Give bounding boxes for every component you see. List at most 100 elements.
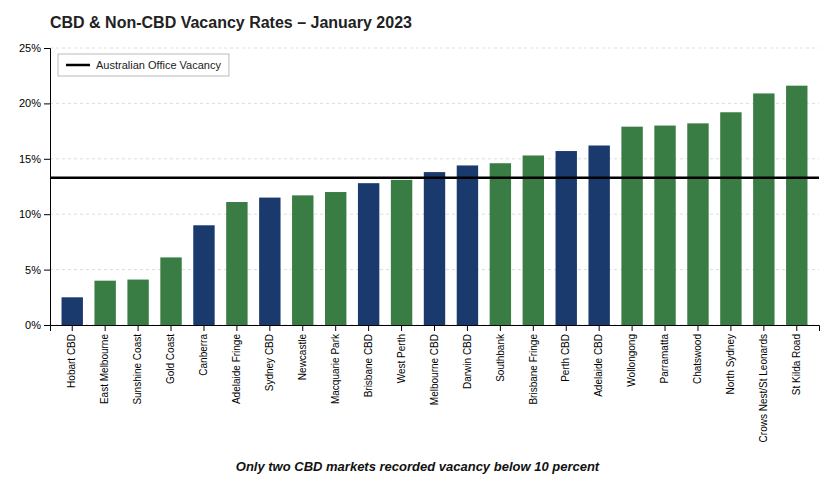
tick-mark — [500, 325, 501, 331]
tick-label: Southbank — [495, 333, 506, 382]
tick-mark — [44, 48, 50, 49]
tick-label: Brisbane Fringe — [528, 334, 539, 405]
tick-mark — [533, 325, 534, 331]
tick-mark — [138, 325, 139, 331]
axis-line — [51, 326, 820, 332]
bar — [457, 165, 478, 325]
bar — [523, 155, 544, 325]
tick-label: Darwin CBD — [462, 334, 473, 389]
tick-mark — [467, 325, 468, 331]
bar — [325, 192, 346, 325]
tick-label: Hobart CBD — [66, 334, 77, 388]
tick-mark — [368, 325, 369, 331]
tick-label: Adelaide Fringe — [231, 334, 242, 404]
tick-label: North Sydney — [725, 334, 736, 395]
tick: 20% — [19, 97, 50, 109]
tick-label: Sunshine Coast — [132, 334, 143, 405]
bar — [160, 257, 181, 325]
tick-label: Crows Nest/St Leonards — [758, 334, 769, 442]
tick-mark — [665, 325, 666, 331]
tick-label: Wollongong — [626, 334, 637, 387]
tick: Brisbane CBD — [363, 325, 374, 397]
tick-label: 0% — [25, 319, 41, 331]
tick-label: East Melbourne — [99, 334, 110, 404]
tick-mark — [730, 325, 731, 331]
tick: Perth CBD — [560, 325, 571, 382]
tick-mark — [44, 270, 50, 271]
tick: Sunshine Coast — [132, 325, 143, 405]
bar — [193, 225, 214, 325]
tick-mark — [697, 325, 698, 331]
tick-label: 20% — [19, 97, 41, 109]
tick-label: Gold Coast — [165, 334, 176, 384]
subtitle: Only two CBD markets recorded vacancy be… — [236, 459, 600, 474]
grid-line — [50, 48, 819, 49]
legend: Australian Office Vacancy — [58, 54, 229, 76]
bar — [490, 163, 511, 325]
tick: Adelaide Fringe — [231, 325, 242, 404]
marks — [50, 86, 819, 325]
tick: Darwin CBD — [462, 325, 473, 389]
tick: 10% — [19, 208, 50, 220]
tick: Chatswood — [692, 325, 703, 384]
tick-mark — [434, 325, 435, 331]
grid-line — [50, 103, 819, 104]
tick-label: Canberra — [198, 334, 209, 376]
tick-mark — [269, 325, 270, 331]
tick-mark — [72, 325, 73, 331]
reference-line — [50, 176, 819, 179]
tick: Macquarie Park — [330, 325, 341, 404]
tick-mark — [599, 325, 600, 331]
tick: 15% — [19, 153, 50, 165]
tick-mark — [203, 325, 204, 331]
chart: CBD & Non-CBD Vacancy Rates – January 20… — [0, 0, 835, 483]
bar — [391, 180, 412, 325]
tick-mark — [105, 325, 106, 331]
bar — [292, 195, 313, 325]
tick-label: Newcastle — [297, 334, 308, 381]
bar — [786, 86, 807, 325]
bar — [424, 172, 445, 325]
tick-label: Sydney CBD — [264, 334, 275, 391]
bar — [753, 93, 774, 325]
tick-label: Brisbane CBD — [363, 334, 374, 397]
axis-line — [44, 49, 51, 326]
tick: West Perth — [396, 325, 407, 383]
tick-mark — [335, 325, 336, 331]
tick-mark — [566, 325, 567, 331]
bar — [62, 297, 83, 325]
legend-label: Australian Office Vacancy — [96, 59, 221, 71]
bar — [654, 126, 675, 325]
tick-label: St Kilda Road — [791, 334, 802, 395]
tick-label: Melbourne CBD — [429, 334, 440, 405]
tick: Newcastle — [297, 325, 308, 380]
bar — [94, 281, 115, 325]
tick: Brisbane Fringe — [528, 325, 539, 405]
bar — [588, 146, 609, 325]
x-axis: Hobart CBD East Melbourne Sunshine Coast Go… — [51, 325, 820, 442]
bar — [621, 127, 642, 325]
tick-mark — [171, 325, 172, 331]
tick: Canberra — [198, 325, 209, 376]
tick: Crows Nest/St Leonards — [758, 325, 769, 442]
tick-label: 25% — [19, 42, 41, 54]
y-axis: 0% 5% 10% 15% 20% 25% — [19, 42, 51, 331]
tick: 25% — [19, 42, 50, 54]
tick-label: Perth CBD — [560, 334, 571, 382]
tick-label: Chatswood — [692, 334, 703, 384]
grid — [50, 48, 819, 325]
tick-mark — [302, 325, 303, 331]
tick: North Sydney — [725, 325, 736, 395]
tick: 0% — [25, 319, 50, 331]
bar — [358, 183, 379, 325]
tick: Hobart CBD — [66, 325, 77, 388]
tick-mark — [236, 325, 237, 331]
plot: 0% 5% 10% 15% 20% 25% Hobart CBD East Melbourne… — [19, 42, 820, 442]
tick: Sydney CBD — [264, 325, 275, 391]
tick-label: 10% — [19, 208, 41, 220]
tick-label: Adelaide CBD — [593, 334, 604, 397]
tick-label: 5% — [25, 264, 41, 276]
bar — [687, 123, 708, 325]
tick-label: Macquarie Park — [330, 333, 341, 404]
tick-mark — [401, 325, 402, 331]
